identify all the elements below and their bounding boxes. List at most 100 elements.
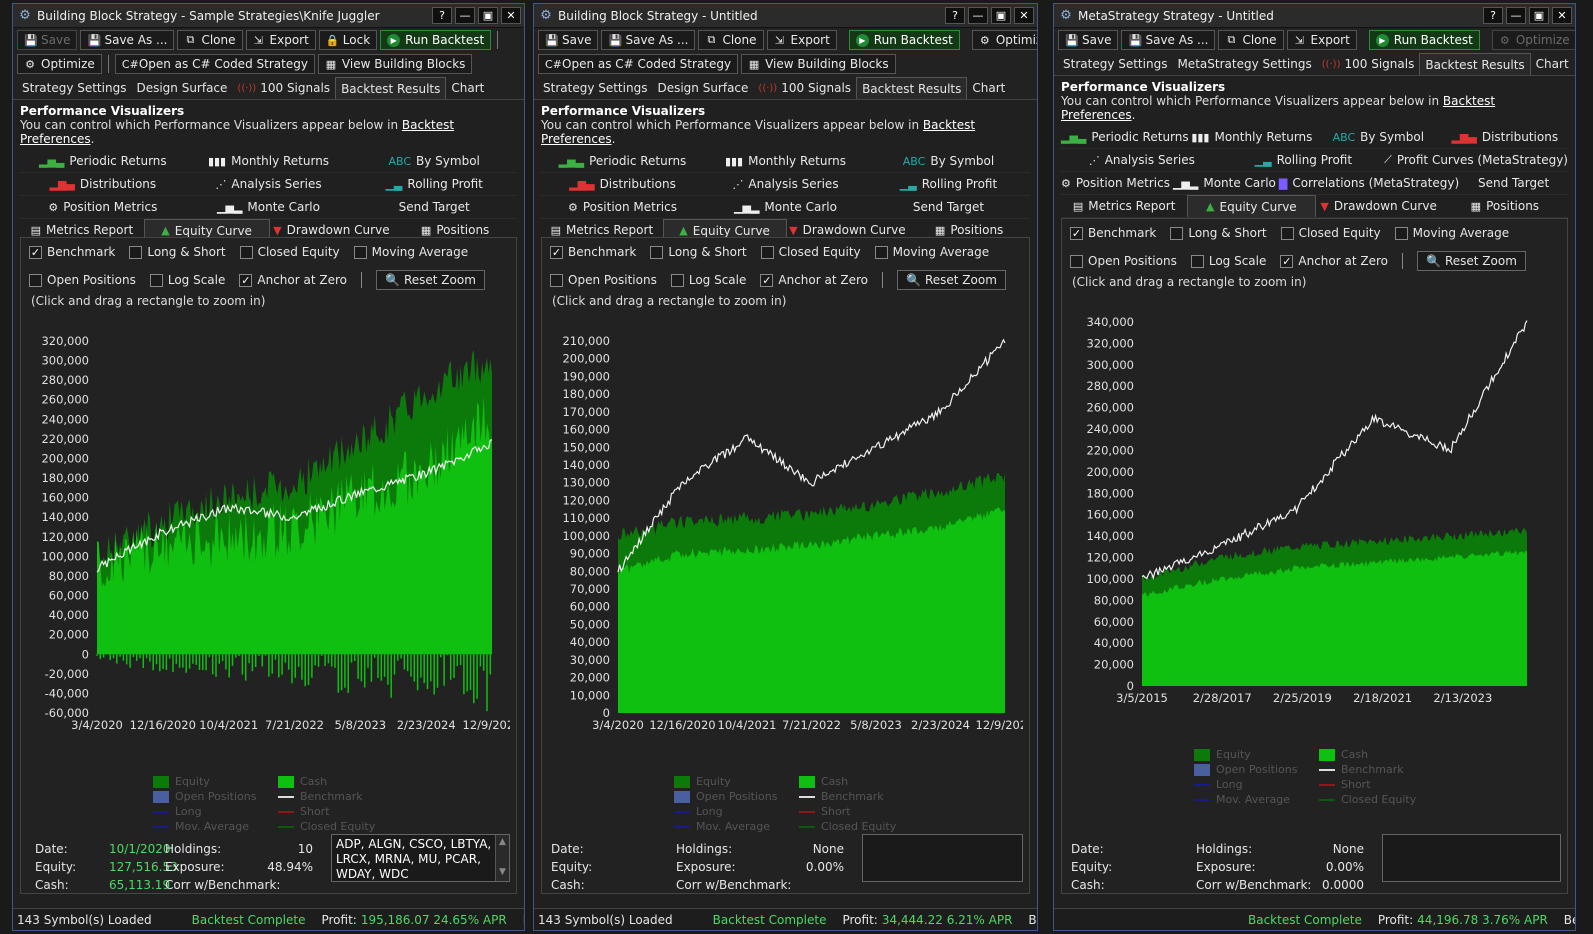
optimize-button[interactable]: ⚙ Optimize — [17, 54, 102, 74]
visualizer-tab-monte-carlo[interactable]: ▁▅▂ Monte Carlo — [1170, 172, 1279, 194]
minimize-button[interactable]: — — [1506, 7, 1526, 24]
tab-design-surface[interactable]: Design Surface — [131, 77, 232, 99]
visualizer-tab-monthly-returns[interactable]: ▮▮▮ Monthly Returns — [1189, 126, 1315, 148]
help-button[interactable]: ? — [432, 7, 452, 24]
backtest-preferences-link[interactable]: Backtest Preferences — [20, 118, 455, 146]
tab-backtest-results[interactable]: Backtest Results — [856, 77, 968, 99]
lock-button[interactable]: 🔒 Lock — [318, 30, 378, 50]
visualizer-tab-position-metrics[interactable]: ⚙ Position Metrics — [541, 196, 704, 218]
closed-equity-checkbox[interactable] — [239, 245, 253, 259]
reset-zoom-button[interactable]: 🔍 Reset Zoom — [376, 270, 485, 290]
visualizer-tab-rolling-profit[interactable]: ▁▃ Rolling Profit — [1223, 149, 1385, 171]
visualizer-tab-metrics-report[interactable]: ▤ Metrics Report — [541, 219, 663, 241]
legend-item-mov-average[interactable]: Mov. Average — [674, 820, 799, 833]
export-button[interactable]: ⇲ Export — [1286, 30, 1357, 50]
moving-average-checkbox[interactable] — [1394, 226, 1408, 240]
maximize-button[interactable]: ▣ — [1529, 7, 1549, 24]
legend-item-open-positions[interactable]: Open Positions — [674, 790, 799, 803]
maximize-button[interactable]: ▣ — [478, 7, 498, 24]
option-log-scale[interactable]: Log Scale — [149, 273, 225, 287]
visualizer-tab-profit-curves-metastrategy[interactable]: ⟋ Profit Curves (MetaStrategy) — [1384, 149, 1568, 171]
visualizer-tab-rolling-profit[interactable]: ▁▃ Rolling Profit — [351, 173, 517, 195]
option-moving-average[interactable]: Moving Average — [353, 245, 468, 259]
visualizer-tab-analysis-series[interactable]: ⋰ Analysis Series — [704, 173, 867, 195]
option-closed-equity[interactable]: Closed Equity — [239, 245, 340, 259]
tab-100-signals[interactable]: ((·)) 100 Signals — [232, 77, 335, 99]
legend-item-benchmark[interactable]: Benchmark — [278, 790, 398, 803]
visualizer-tab-equity-curve[interactable]: ▲ Equity Curve — [143, 219, 270, 241]
tab-strategy-settings[interactable]: Strategy Settings — [1058, 53, 1172, 75]
legend-item-long[interactable]: Long — [1194, 778, 1319, 791]
visualizer-tab-distributions[interactable]: ▂▆▄ Distributions — [541, 173, 704, 195]
visualizer-tab-monthly-returns[interactable]: ▮▮▮ Monthly Returns — [704, 150, 867, 172]
visualizer-tab-monte-carlo[interactable]: ▁▅▂ Monte Carlo — [186, 196, 352, 218]
visualizer-tab-correlations-metastrategy[interactable]: ▇ Correlations (MetaStrategy) — [1279, 172, 1459, 194]
option-open-positions[interactable]: Open Positions — [1070, 254, 1177, 268]
clone-button[interactable]: ⧉ Clone — [698, 30, 764, 50]
legend-item-equity[interactable]: Equity — [153, 775, 278, 788]
option-closed-equity[interactable]: Closed Equity — [760, 245, 861, 259]
option-open-positions[interactable]: Open Positions — [550, 273, 657, 287]
legend-item-closed-equity[interactable]: Closed Equity — [799, 820, 919, 833]
option-long-short[interactable]: Long & Short — [650, 245, 747, 259]
run-backtest-button[interactable]: ▶ Run Backtest — [848, 30, 960, 50]
legend-item-short[interactable]: Short — [799, 805, 919, 818]
benchmark-checkbox[interactable]: ✓ — [1070, 226, 1083, 240]
visualizer-tab-by-symbol[interactable]: ABC By Symbol — [867, 150, 1030, 172]
visualizer-tab-position-metrics[interactable]: ⚙ Position Metrics — [1061, 172, 1170, 194]
anchor-at-zero-checkbox[interactable]: ✓ — [239, 273, 253, 287]
visualizer-tab-distributions[interactable]: ▂▆▄ Distributions — [20, 173, 186, 195]
option-moving-average[interactable]: Moving Average — [1394, 226, 1509, 240]
legend-item-mov-average[interactable]: Mov. Average — [1194, 793, 1319, 806]
equity-curve-chart[interactable]: 320,000 300,000 280,000 260,000 240,000 220,0… — [21, 325, 510, 771]
visualizer-tab-by-symbol[interactable]: ABC By Symbol — [351, 150, 517, 172]
closed-equity-checkbox[interactable] — [1280, 226, 1294, 240]
visualizer-tab-drawdown-curve[interactable]: ▼ Drawdown Curve — [270, 219, 394, 241]
tab-strategy-settings[interactable]: Strategy Settings — [538, 77, 652, 99]
option-moving-average[interactable]: Moving Average — [874, 245, 989, 259]
legend-item-mov-average[interactable]: Mov. Average — [153, 820, 278, 833]
open-as-c-coded-strategy-button[interactable]: C# Open as C# Coded Strategy — [114, 54, 315, 74]
visualizer-tab-positions[interactable]: ▦ Positions — [1442, 195, 1568, 217]
legend-item-cash[interactable]: Cash — [799, 775, 919, 788]
open-positions-checkbox[interactable] — [29, 273, 42, 287]
save-as-button[interactable]: 💾 Save As ... — [80, 30, 175, 50]
visualizer-tab-periodic-returns[interactable]: ▂▅▃ Periodic Returns — [541, 150, 704, 172]
visualizer-tab-analysis-series[interactable]: ⋰ Analysis Series — [1061, 149, 1223, 171]
tab-design-surface[interactable]: Design Surface — [652, 77, 753, 99]
log-scale-checkbox[interactable] — [670, 273, 684, 287]
export-button[interactable]: ⇲ Export — [245, 30, 316, 50]
option-anchor-at-zero[interactable]: ✓ Anchor at Zero — [1280, 254, 1388, 268]
visualizer-tab-by-symbol[interactable]: ABC By Symbol — [1315, 126, 1441, 148]
legend-item-short[interactable]: Short — [1319, 778, 1439, 791]
option-benchmark[interactable]: ✓ Benchmark — [550, 245, 636, 259]
title-bar[interactable]: ⚙ Building Block Strategy - Untitled ? —… — [534, 4, 1037, 28]
log-scale-checkbox[interactable] — [149, 273, 163, 287]
save-as-button[interactable]: 💾 Save As ... — [601, 30, 696, 50]
tab-strategy-settings[interactable]: Strategy Settings — [17, 77, 131, 99]
legend-item-equity[interactable]: Equity — [1194, 748, 1319, 761]
help-button[interactable]: ? — [945, 7, 965, 24]
view-building-blocks-button[interactable]: ▦ View Building Blocks — [741, 54, 896, 74]
option-long-short[interactable]: Long & Short — [129, 245, 226, 259]
clone-button[interactable]: ⧉ Clone — [177, 30, 243, 50]
title-bar[interactable]: ⚙ Building Block Strategy - Sample Strat… — [13, 4, 524, 28]
backtest-preferences-link[interactable]: Backtest Preferences — [1061, 94, 1496, 122]
holdings-scrollbar[interactable]: ▲ ▼ — [495, 835, 509, 881]
option-long-short[interactable]: Long & Short — [1170, 226, 1267, 240]
optimize-button[interactable]: ⚙ Optimize — [1491, 30, 1575, 50]
legend-item-equity[interactable]: Equity — [674, 775, 799, 788]
legend-item-cash[interactable]: Cash — [1319, 748, 1439, 761]
visualizer-tab-drawdown-curve[interactable]: ▼ Drawdown Curve — [1316, 195, 1442, 217]
legend-item-benchmark[interactable]: Benchmark — [799, 790, 919, 803]
legend-item-long[interactable]: Long — [153, 805, 278, 818]
visualizer-tab-positions[interactable]: ▦ Positions — [393, 219, 517, 241]
visualizer-tab-metrics-report[interactable]: ▤ Metrics Report — [1061, 195, 1187, 217]
visualizer-tab-send-target[interactable]: Send Target — [351, 196, 517, 218]
closed-equity-checkbox[interactable] — [760, 245, 774, 259]
reset-zoom-button[interactable]: 🔍 Reset Zoom — [1417, 251, 1526, 271]
maximize-button[interactable]: ▣ — [991, 7, 1011, 24]
legend-item-closed-equity[interactable]: Closed Equity — [1319, 793, 1439, 806]
log-scale-checkbox[interactable] — [1190, 254, 1204, 268]
visualizer-tab-equity-curve[interactable]: ▲ Equity Curve — [1187, 195, 1316, 217]
